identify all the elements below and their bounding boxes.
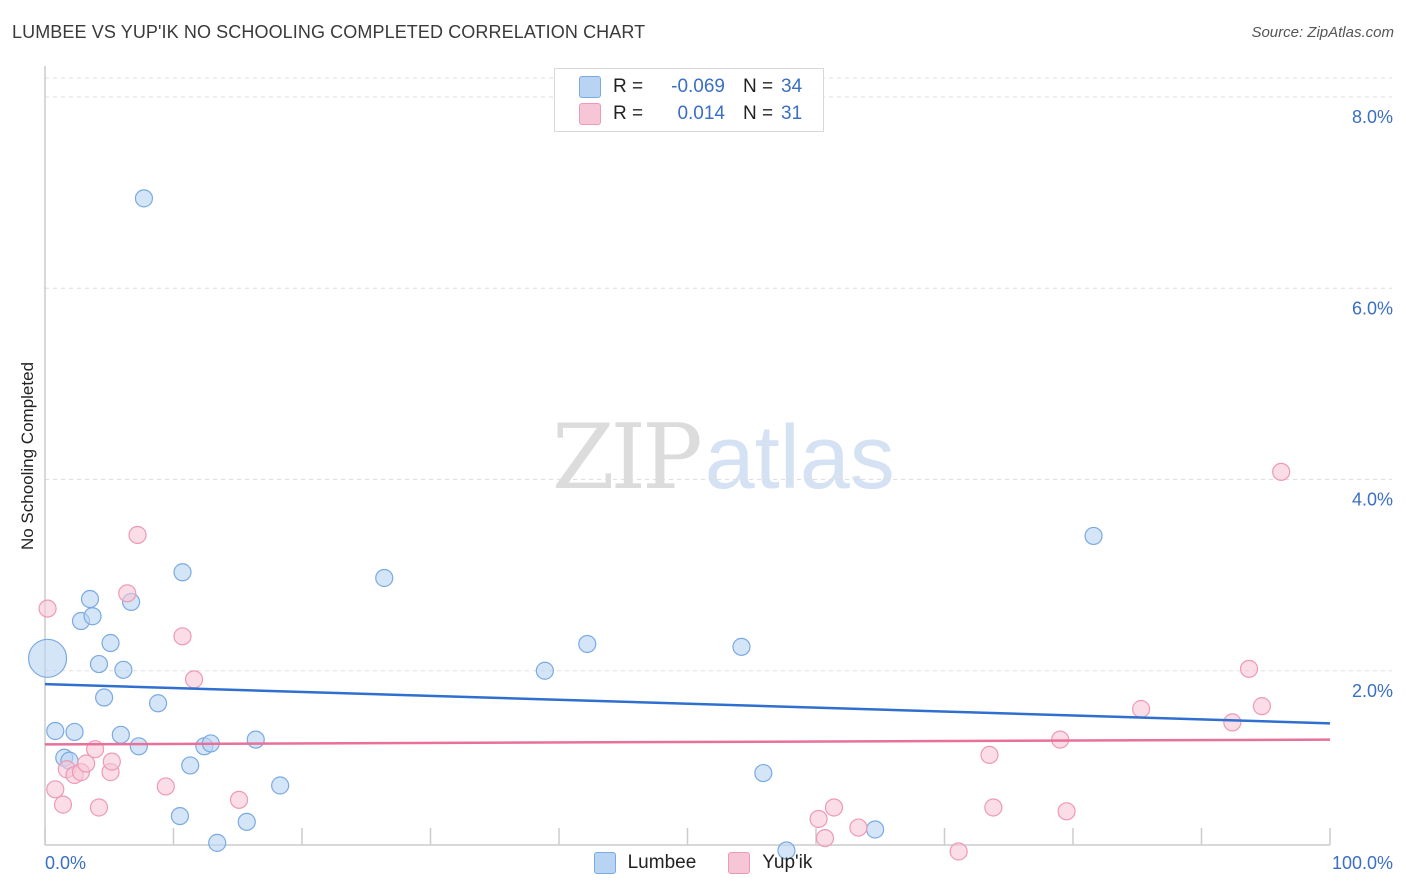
- legend-item-yupik: Yup'ik: [728, 852, 812, 874]
- grid-lines: [45, 77, 1392, 672]
- axes: [44, 66, 1331, 846]
- lumbee-point: [114, 660, 133, 679]
- lumbee-point: [181, 756, 200, 775]
- lumbee-point: [65, 722, 84, 742]
- lumbee-swatch-icon: [593, 852, 616, 874]
- lumbee-point: [246, 730, 265, 749]
- y-tick-label: 2.0%: [1352, 681, 1393, 701]
- yupik-point: [46, 780, 65, 799]
- legend-label-lumbee: Lumbee: [627, 852, 697, 873]
- x-tick-label: 0.0%: [45, 853, 86, 873]
- lumbee-point: [148, 694, 168, 713]
- y-tick-label: 4.0%: [1352, 490, 1393, 510]
- yupik-point: [118, 584, 137, 603]
- yupik-point: [1252, 697, 1271, 716]
- legend-n-label: N =: [743, 103, 774, 124]
- data-points: [27, 189, 1291, 861]
- yupik-point: [184, 670, 204, 689]
- lumbee-point: [866, 820, 885, 839]
- lumbee-point: [777, 841, 796, 860]
- lumbee-point: [111, 725, 130, 744]
- lumbee-point: [375, 568, 394, 588]
- lumbee-point: [129, 737, 148, 756]
- legend-row-yupik: R = 0.014 N = 31: [579, 102, 802, 126]
- legend-row-lumbee: R = -0.069 N = 34: [579, 75, 802, 99]
- lumbee-point: [27, 638, 68, 678]
- legend-r-value: 0.014: [677, 103, 725, 124]
- yupik-point: [980, 745, 999, 765]
- correlation-legend: R = -0.069 N = 34 R = 0.014 N = 31: [554, 68, 824, 132]
- yupik-point: [156, 777, 175, 796]
- yupik-point: [949, 842, 968, 861]
- legend-n-value: 34: [781, 76, 803, 97]
- lumbee-point: [80, 589, 100, 609]
- yupik-point: [1057, 802, 1076, 821]
- yupik-point: [984, 798, 1003, 817]
- chart-title: LUMBEE VS YUP'IK NO SCHOOLING COMPLETED …: [12, 22, 646, 42]
- yupik-point: [173, 627, 192, 646]
- lumbee-point: [535, 661, 554, 680]
- yupik-point: [229, 790, 249, 809]
- legend-r-value: -0.069: [671, 76, 725, 97]
- yupik-swatch-icon: [579, 103, 601, 125]
- lumbee-point: [95, 688, 114, 707]
- legend-item-lumbee: Lumbee: [593, 852, 697, 874]
- yupik-point: [128, 525, 147, 545]
- lumbee-point: [170, 806, 190, 826]
- lumbee-swatch-icon: [579, 76, 601, 98]
- lumbee-point: [134, 189, 154, 208]
- yupik-point: [1239, 659, 1259, 678]
- yupik-point: [1132, 699, 1151, 719]
- yupik-point: [849, 818, 868, 837]
- lumbee-point: [754, 763, 773, 783]
- trend-lines: [44, 682, 1331, 746]
- x-tick-label: 100.0%: [1332, 853, 1393, 873]
- lumbee-point: [46, 721, 65, 741]
- lumbee-point: [173, 563, 192, 582]
- tick-labels: 2.0% 4.0% 6.0% 8.0% 0.0% 100.0%: [45, 107, 1393, 873]
- yupik-point: [1272, 462, 1291, 481]
- yupik-point: [38, 599, 57, 618]
- legend-n-value: 31: [781, 103, 803, 124]
- lumbee-point: [101, 633, 120, 653]
- lumbee-point: [237, 812, 256, 831]
- series-legend: Lumbee Yup'ik: [0, 852, 1406, 874]
- yupik-point: [824, 798, 844, 817]
- lumbee-point: [208, 833, 227, 852]
- legend-label-yupik: Yup'ik: [762, 852, 813, 873]
- lumbee-trend-line: [44, 682, 1331, 725]
- lumbee-point: [89, 654, 109, 674]
- yupik-point: [809, 809, 828, 829]
- source-credit: Source: ZipAtlas.com: [1251, 24, 1394, 41]
- yupik-point: [89, 798, 109, 817]
- lumbee-point: [83, 607, 102, 626]
- yupik-point: [1223, 713, 1242, 732]
- y-tick-label: 8.0%: [1352, 107, 1393, 127]
- yupik-point: [102, 752, 121, 771]
- yupik-swatch-icon: [728, 852, 751, 874]
- yupik-point: [53, 795, 73, 814]
- legend-r-label: R =: [613, 76, 644, 97]
- lumbee-point: [732, 637, 751, 656]
- yupik-point: [815, 828, 835, 848]
- legend-r-label: R =: [613, 103, 644, 124]
- yupik-point: [77, 754, 96, 773]
- lumbee-point: [271, 776, 290, 795]
- legend-n-label: N =: [743, 76, 774, 97]
- lumbee-point: [1084, 526, 1103, 546]
- yupik-trend-line: [44, 738, 1331, 746]
- y-tick-label: 6.0%: [1352, 298, 1393, 318]
- lumbee-point: [578, 634, 597, 654]
